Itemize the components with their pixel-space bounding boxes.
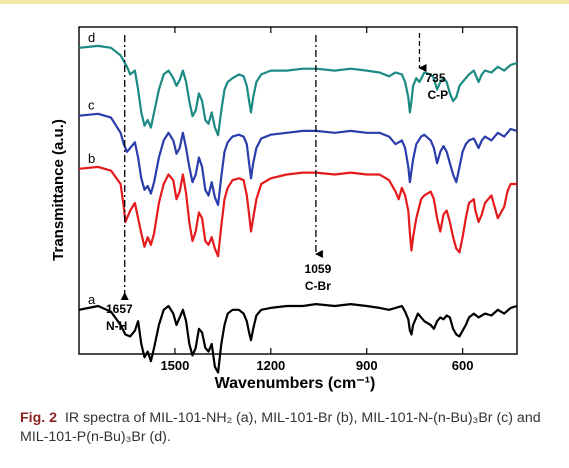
figure-caption: Fig. 2 IR spectra of MIL-101-NH₂ (a), MI… bbox=[20, 409, 555, 447]
series-d-line bbox=[78, 44, 518, 137]
annotation-cp-value: 735 bbox=[425, 71, 445, 85]
annotation-nh-label: N-H bbox=[106, 319, 127, 333]
annotation-layer: 1657 N-H 1059 C-Br 735 C-P bbox=[106, 33, 448, 333]
x-axis-ticks: 1500 1200 900 600 bbox=[160, 27, 474, 373]
annotation-cp-label: C-P bbox=[427, 88, 448, 102]
annotation-cbr-label: C-Br bbox=[305, 279, 331, 293]
series-b-line bbox=[78, 165, 517, 258]
annotation-nh-value: 1657 bbox=[106, 302, 133, 316]
series-a-line bbox=[78, 303, 518, 374]
series-c-label: c bbox=[88, 98, 95, 113]
series-layer: a b c d bbox=[78, 30, 518, 374]
x-axis-title: Wavenumbers (cm⁻¹) bbox=[215, 375, 376, 392]
top-accent-bar bbox=[0, 0, 569, 4]
x-tick-label: 1200 bbox=[256, 358, 285, 373]
series-b-label: b bbox=[88, 151, 95, 166]
arrow-up-icon bbox=[120, 292, 129, 300]
series-a-label: a bbox=[88, 292, 96, 307]
y-axis-title: Transmittance (a.u.) bbox=[50, 119, 67, 261]
annotation-cbr-value: 1059 bbox=[305, 262, 332, 276]
ir-spectra-chart: 1500 1200 900 600 a b c d 1657 N-H 1059 C-Br 735 C-… bbox=[50, 26, 518, 392]
x-tick-label: 1500 bbox=[160, 358, 189, 373]
caption-text: IR spectra of MIL-101-NH₂ (a), MIL-101-B… bbox=[20, 410, 541, 445]
series-c-line bbox=[78, 112, 518, 207]
plot-frame bbox=[78, 26, 518, 355]
caption-fig-label: Fig. 2 bbox=[20, 410, 58, 426]
x-tick-label: 600 bbox=[452, 358, 474, 373]
series-d-label: d bbox=[88, 30, 95, 45]
x-tick-label: 900 bbox=[356, 358, 378, 373]
